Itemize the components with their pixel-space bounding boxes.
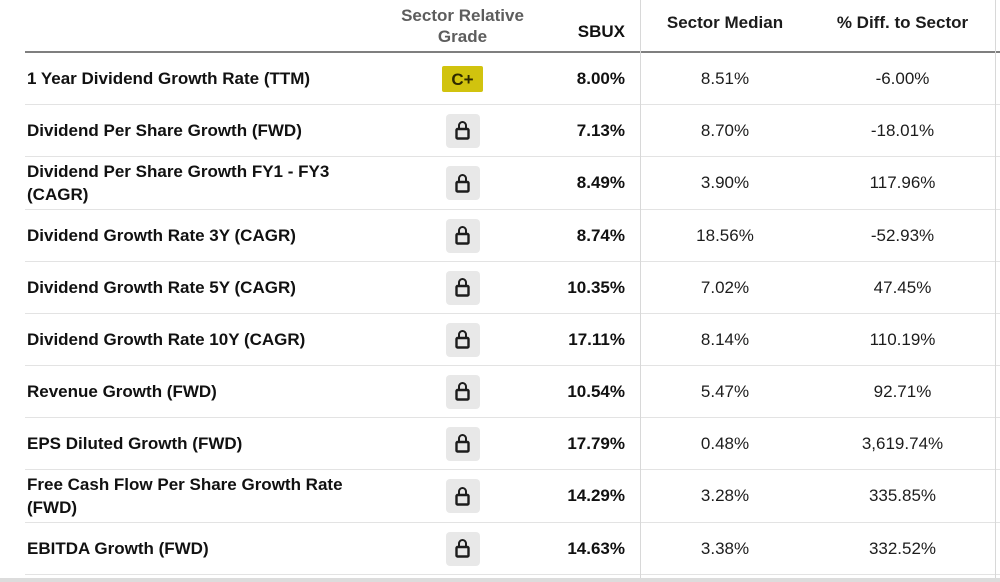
sbux-value: 17.11% xyxy=(568,329,625,349)
diff-to-sector-value: -18.01% xyxy=(870,120,935,140)
metric-label: Free Cash Flow Per Share Growth Rate (FW… xyxy=(27,475,343,517)
sector-median-value: 0.48% xyxy=(700,433,750,453)
sector-median-value: 18.56% xyxy=(696,225,754,245)
table-row: Dividend Growth Rate 3Y (CAGR) 8.74% 18.56… xyxy=(25,210,1000,262)
sector-median-value: 3.38% xyxy=(700,538,750,558)
grade-cell xyxy=(390,270,535,305)
lock-icon[interactable] xyxy=(445,426,480,461)
metric-label: EBITDA Growth (FWD) xyxy=(27,539,209,558)
grade-cell xyxy=(390,218,535,253)
sbux-value: 14.63% xyxy=(567,538,625,558)
grade-cell xyxy=(390,374,535,409)
grade-cell xyxy=(390,426,535,461)
grade-cell xyxy=(390,531,535,566)
sector-median-value: 3.28% xyxy=(700,486,750,505)
sbux-value: 14.29% xyxy=(567,486,625,505)
lock-icon[interactable] xyxy=(445,113,480,148)
sbux-value: 7.13% xyxy=(576,120,625,140)
diff-to-sector-value: 92.71% xyxy=(873,381,932,401)
diff-to-sector-value: -52.93% xyxy=(870,225,935,245)
sbux-value: 8.00% xyxy=(576,68,625,88)
metric-label: 1 Year Dividend Growth Rate (TTM) xyxy=(27,69,311,88)
table-header: Sector Relative Grade SBUX Sector Median… xyxy=(25,0,1000,53)
sbux-value: 8.74% xyxy=(576,225,625,245)
lock-icon[interactable] xyxy=(445,374,480,409)
metric-label: Dividend Per Share Growth (FWD) xyxy=(27,121,302,140)
header-pct-diff-to-sector: % Diff. to Sector xyxy=(836,13,969,32)
table-body: 1 Year Dividend Growth Rate (TTM) C+ 8.00%… xyxy=(25,53,1000,575)
sbux-value: 17.79% xyxy=(567,433,625,453)
bottom-divider xyxy=(0,578,1000,582)
header-sector-relative-grade: Sector Relative Grade xyxy=(401,5,524,46)
grade-cell xyxy=(390,166,535,200)
column-divider xyxy=(995,0,996,582)
grades-table: Sector Relative Grade SBUX Sector Median… xyxy=(25,0,1000,575)
table-row: Dividend Per Share Growth (FWD) 7.13% 8.70… xyxy=(25,105,1000,157)
header-sector-median: Sector Median xyxy=(666,13,784,32)
table-row: Dividend Per Share Growth FY1 - FY3 (CAG… xyxy=(25,157,1000,210)
lock-icon[interactable] xyxy=(445,166,480,200)
diff-to-sector-value: 335.85% xyxy=(868,486,937,505)
sector-median-value: 3.90% xyxy=(700,173,750,192)
diff-to-sector-value: 332.52% xyxy=(868,538,937,558)
grade-cell xyxy=(390,113,535,148)
diff-to-sector-value: 47.45% xyxy=(873,277,932,297)
sbux-value: 10.54% xyxy=(567,381,625,401)
metric-label: Dividend Per Share Growth FY1 - FY3 (CAG… xyxy=(27,162,330,204)
diff-to-sector-value: 110.19% xyxy=(869,329,936,349)
sbux-value: 10.35% xyxy=(567,277,625,297)
lock-icon[interactable] xyxy=(445,479,480,513)
metric-label: EPS Diluted Growth (FWD) xyxy=(27,434,243,453)
table-row: EPS Diluted Growth (FWD) 17.79% 0.48% 3,619… xyxy=(25,418,1000,470)
column-divider xyxy=(640,0,641,582)
sector-median-value: 8.51% xyxy=(700,68,750,88)
metric-label: Dividend Growth Rate 10Y (CAGR) xyxy=(27,330,306,349)
sector-median-value: 8.70% xyxy=(700,120,750,140)
diff-to-sector-value: 117.96% xyxy=(869,173,936,192)
sector-median-value: 8.14% xyxy=(700,329,750,349)
lock-icon[interactable] xyxy=(445,531,480,566)
lock-icon[interactable] xyxy=(445,218,480,253)
sector-median-value: 7.02% xyxy=(700,277,750,297)
table-row: Dividend Growth Rate 10Y (CAGR) 17.11% 8.1… xyxy=(25,314,1000,366)
diff-to-sector-value: 3,619.74% xyxy=(861,433,944,453)
diff-to-sector-value: -6.00% xyxy=(875,68,930,88)
grade-badge[interactable]: C+ xyxy=(442,65,483,92)
lock-icon[interactable] xyxy=(445,270,480,305)
sbux-value: 8.49% xyxy=(576,173,625,192)
grade-cell xyxy=(390,479,535,513)
header-ticker-sbux: SBUX xyxy=(577,22,625,41)
sector-median-value: 5.47% xyxy=(700,381,750,401)
grade-cell: C+ xyxy=(390,65,535,92)
table-row: Revenue Growth (FWD) 10.54% 5.47% 92.71% xyxy=(25,366,1000,418)
table-row: Dividend Growth Rate 5Y (CAGR) 10.35% 7.02… xyxy=(25,262,1000,314)
table-row: 1 Year Dividend Growth Rate (TTM) C+ 8.00%… xyxy=(25,53,1000,105)
lock-icon[interactable] xyxy=(445,322,480,357)
metric-label: Dividend Growth Rate 3Y (CAGR) xyxy=(27,226,296,245)
table-row: EBITDA Growth (FWD) 14.63% 3.38% 332.52% xyxy=(25,523,1000,575)
metric-label: Revenue Growth (FWD) xyxy=(27,382,217,401)
metric-label: Dividend Growth Rate 5Y (CAGR) xyxy=(27,278,296,297)
table-row: Free Cash Flow Per Share Growth Rate (FW… xyxy=(25,470,1000,523)
grade-cell xyxy=(390,322,535,357)
